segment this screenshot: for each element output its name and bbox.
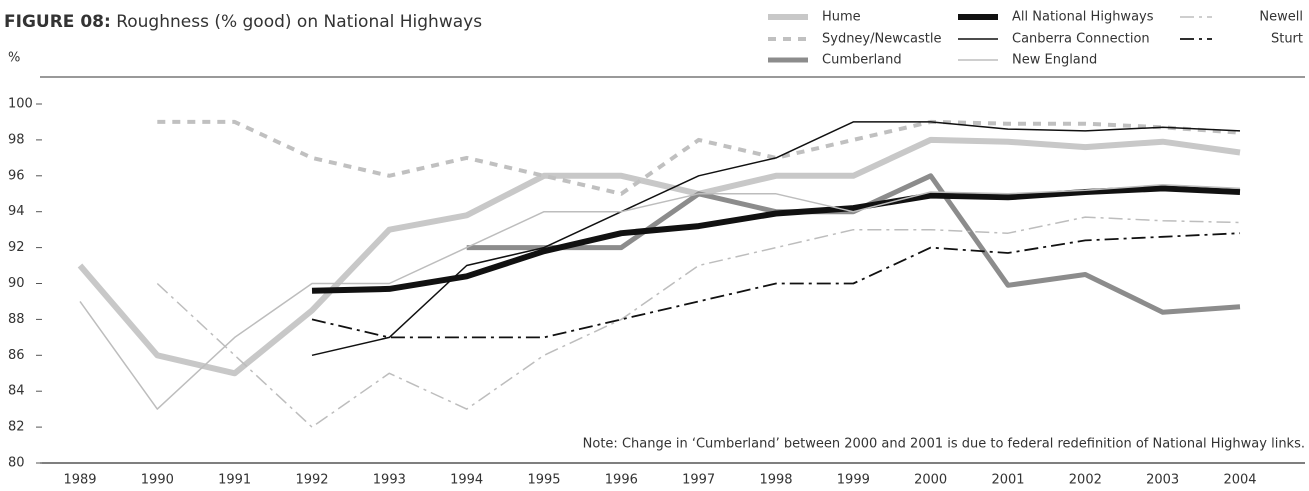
- y-tick-label: 82: [8, 420, 25, 435]
- x-tick-label: 1995: [527, 473, 560, 488]
- series-line: [311, 185, 1241, 294]
- y-tick-label: 98: [8, 132, 25, 147]
- legend-label: Newell: [1259, 10, 1303, 25]
- series-line: [157, 119, 1241, 196]
- legend-label: Canberra Connection: [1012, 32, 1150, 47]
- legend-label: Sydney/Newcastle: [822, 32, 941, 47]
- y-tick-label: 96: [8, 168, 25, 183]
- y-tick-label: 90: [8, 276, 25, 291]
- title-text: Roughness (% good) on National Highways: [116, 12, 482, 32]
- legend-label: Hume: [822, 10, 861, 25]
- x-tick-label: 2001: [991, 473, 1024, 488]
- series-line: [311, 232, 1241, 339]
- legend-label: New England: [1012, 53, 1097, 68]
- y-axis-label: %: [8, 51, 20, 66]
- legend-label: Sturt: [1271, 32, 1303, 47]
- series-line: [156, 216, 1241, 428]
- x-tick-label: 1996: [605, 473, 638, 488]
- chart-title: FIGURE 08: Roughness (% good) on Nationa…: [4, 12, 482, 32]
- y-tick-label: 84: [8, 384, 25, 399]
- y-tick-label: 94: [8, 204, 25, 219]
- x-tick-label: 1992: [295, 473, 328, 488]
- x-tick-label: 1997: [682, 473, 715, 488]
- x-tick-label: 1994: [450, 473, 483, 488]
- y-tick-label: 88: [8, 312, 25, 327]
- figure-label: FIGURE 08:: [4, 12, 111, 32]
- x-tick-label: 1991: [218, 473, 251, 488]
- y-tick-label: 100: [8, 97, 33, 112]
- legend-label: Cumberland: [822, 53, 902, 68]
- x-tick-label: 1998: [759, 473, 792, 488]
- x-tick-label: 1999: [837, 473, 870, 488]
- x-tick-label: 2000: [914, 473, 947, 488]
- series-line: [311, 121, 1241, 357]
- legend-label: All National Highways: [1012, 10, 1154, 25]
- x-tick-label: 2003: [1146, 473, 1179, 488]
- annotation: Note: Change in ‘Cumberland’ between 200…: [583, 437, 1305, 452]
- x-tick-label: 2002: [1069, 473, 1102, 488]
- y-tick-label: 80: [8, 456, 25, 471]
- y-tick-label: 92: [8, 240, 25, 255]
- series-line: [77, 136, 1241, 377]
- y-tick-label: 86: [8, 348, 25, 363]
- x-tick-label: 1989: [63, 473, 96, 488]
- x-tick-label: 2004: [1223, 473, 1256, 488]
- series-line: [79, 184, 1241, 410]
- x-tick-label: 1990: [141, 473, 174, 488]
- x-tick-label: 1993: [373, 473, 406, 488]
